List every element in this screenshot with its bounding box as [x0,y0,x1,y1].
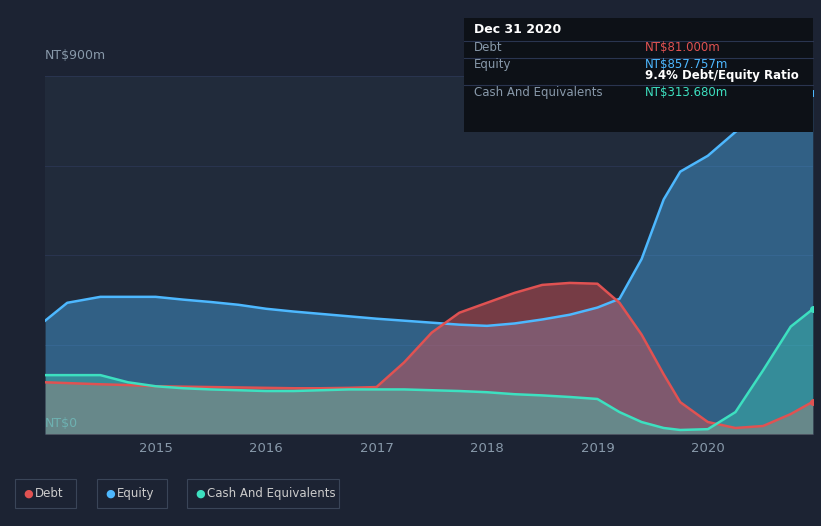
Text: NT$81.000m: NT$81.000m [645,41,721,54]
Text: Equity: Equity [117,487,154,500]
Text: Cash And Equivalents: Cash And Equivalents [207,487,336,500]
Text: NT$0: NT$0 [45,417,78,430]
Text: Debt: Debt [34,487,63,500]
Text: Debt: Debt [474,41,502,54]
Text: NT$857.757m: NT$857.757m [645,58,729,71]
Text: ●: ● [23,488,33,499]
Text: NT$313.680m: NT$313.680m [645,86,728,99]
Text: Equity: Equity [474,58,511,71]
Text: NT$900m: NT$900m [45,49,106,62]
Text: 9.4% Debt/Equity Ratio: 9.4% Debt/Equity Ratio [645,69,799,82]
Text: ●: ● [105,488,115,499]
Text: Dec 31 2020: Dec 31 2020 [474,23,561,36]
Text: Cash And Equivalents: Cash And Equivalents [474,86,603,99]
Text: ●: ● [195,488,205,499]
